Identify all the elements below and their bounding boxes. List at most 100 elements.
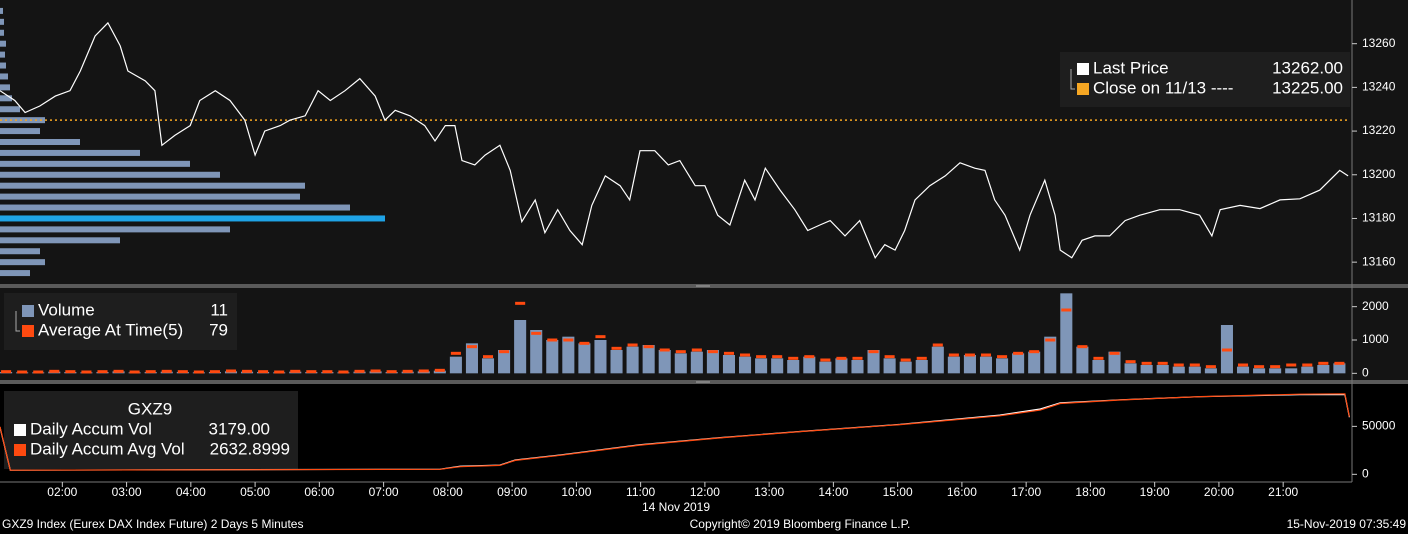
average-mark [17, 370, 28, 374]
legend-label: Average At Time(5) [38, 320, 183, 339]
profile-bar [0, 215, 385, 222]
average-mark [675, 350, 686, 354]
volume-bar [610, 350, 623, 374]
average-mark [193, 370, 204, 374]
average-mark [1157, 361, 1168, 365]
volume-bar [1124, 363, 1137, 374]
average-mark [290, 369, 301, 373]
y-tick-label: 1000 [1362, 332, 1389, 346]
volume-bar [883, 358, 896, 374]
volume-bar [658, 350, 671, 374]
profile-bar [0, 62, 6, 69]
price-panel [0, 0, 1408, 284]
profile-bar [0, 259, 45, 266]
average-mark [868, 350, 879, 354]
volume-bar [947, 356, 960, 374]
x-tick-label: 14:00 [818, 485, 848, 499]
x-tick-label: 16:00 [947, 485, 977, 499]
volume-bar [835, 358, 848, 374]
volume-bar [690, 351, 703, 374]
volume-bar [1317, 365, 1330, 374]
average-mark [113, 369, 124, 373]
profile-bar [0, 193, 300, 200]
footer-left: GXZ9 Index (Eurex DAX Index Future) 2 Da… [2, 517, 303, 531]
average-mark [434, 368, 445, 372]
volume-bar [1301, 366, 1314, 374]
average-mark [49, 369, 60, 373]
y-tick-label: 13220 [1362, 123, 1396, 137]
legend-swatch [22, 305, 34, 317]
average-mark [33, 370, 44, 374]
average-mark [450, 351, 461, 355]
average-mark [1093, 356, 1104, 360]
volume-bar [594, 340, 607, 374]
x-tick-label: 05:00 [240, 485, 270, 499]
legend-swatch [14, 444, 26, 456]
average-mark [740, 353, 751, 357]
legend-swatch [1077, 63, 1089, 75]
volume-bar [465, 343, 478, 374]
average-mark [707, 350, 718, 354]
volume-bar [706, 350, 719, 374]
average-mark [129, 370, 140, 374]
x-tick-label: 06:00 [304, 485, 334, 499]
average-mark [884, 355, 895, 359]
volume-bar [915, 360, 928, 374]
average-mark [1205, 365, 1216, 369]
average-mark [1029, 350, 1040, 354]
average-mark [322, 370, 333, 374]
average-mark [659, 348, 670, 352]
volume-bar [899, 361, 912, 374]
profile-bar [0, 51, 5, 58]
average-mark [1302, 363, 1313, 367]
volume-bar [1044, 336, 1057, 374]
average-mark [1, 370, 12, 374]
average-mark [402, 369, 413, 373]
average-mark [788, 356, 799, 360]
average-mark [836, 356, 847, 360]
volume-bar [433, 370, 446, 374]
average-mark [306, 370, 317, 374]
volume-bar [1028, 351, 1041, 374]
average-mark [1061, 308, 1072, 312]
average-mark [820, 358, 831, 362]
profile-bar [0, 237, 120, 244]
x-tick-label: 08:00 [433, 485, 463, 499]
average-mark [1189, 363, 1200, 367]
average-mark [1045, 338, 1056, 342]
legend-swatch [1077, 83, 1089, 95]
volume-bar [1285, 368, 1298, 374]
average-mark [354, 369, 365, 373]
volume-bar [514, 320, 527, 374]
average-mark [932, 343, 943, 347]
legend-value: 11 [210, 300, 228, 319]
average-mark [772, 355, 783, 359]
volume-bar [771, 358, 784, 374]
legend-tree [15, 311, 20, 332]
volume-bar [642, 345, 655, 374]
legend-label: Last Price [1093, 58, 1169, 77]
x-tick-label: 15:00 [883, 485, 913, 499]
legend-value: 2632.8999 [210, 439, 290, 458]
legend-value: 13262.00 [1272, 58, 1343, 77]
average-mark [338, 370, 349, 374]
volume-bar [1012, 353, 1025, 374]
average-mark [145, 370, 156, 374]
legend-box [4, 391, 298, 469]
profile-bar [0, 40, 6, 47]
legend-title: GXZ9 [128, 399, 172, 418]
profile-bar [0, 160, 190, 167]
y-tick-label: 13200 [1362, 167, 1396, 181]
average-mark [1270, 365, 1281, 369]
volume-bar [562, 336, 575, 374]
average-mark [627, 343, 638, 347]
x-tick-label: 04:00 [176, 485, 206, 499]
volume-bar [449, 356, 462, 374]
y-tick-label: 13160 [1362, 254, 1396, 268]
legend-label: Daily Accum Vol [30, 419, 152, 438]
average-mark [611, 346, 622, 350]
average-mark [1125, 360, 1136, 364]
legend-tree [1070, 69, 1075, 90]
average-mark [997, 355, 1008, 359]
volume-bar [530, 330, 543, 374]
